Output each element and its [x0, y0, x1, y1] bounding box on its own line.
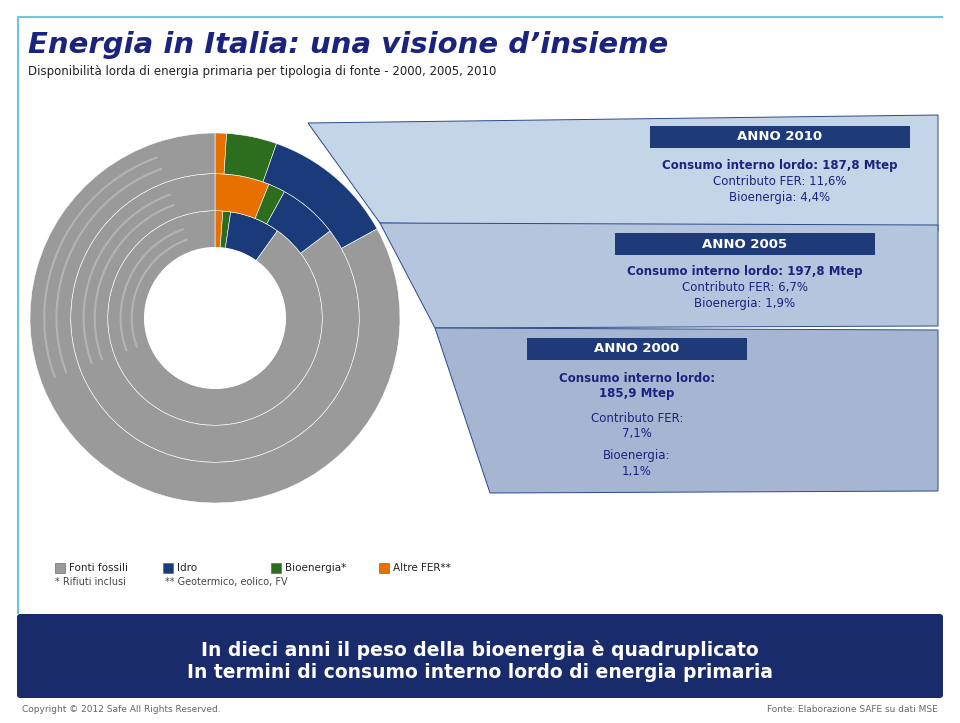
Text: 185,9 Mtep: 185,9 Mtep	[599, 388, 675, 401]
Bar	[615, 233, 875, 255]
Wedge shape	[226, 212, 277, 261]
Text: ANNO 2005: ANNO 2005	[703, 237, 787, 250]
Wedge shape	[30, 133, 400, 503]
Text: ANNO 2000: ANNO 2000	[594, 343, 680, 356]
Polygon shape	[435, 328, 938, 493]
Wedge shape	[71, 174, 359, 462]
Wedge shape	[224, 133, 276, 182]
Bar	[271, 563, 281, 573]
Wedge shape	[215, 210, 223, 248]
Wedge shape	[220, 211, 230, 249]
Text: Bioenergia*: Bioenergia*	[285, 563, 347, 573]
Bar	[650, 126, 910, 148]
Wedge shape	[108, 210, 323, 425]
Text: Fonte: Elaborazione SAFE su dati MSE: Fonte: Elaborazione SAFE su dati MSE	[767, 704, 938, 714]
Text: Consumo interno lordo: 197,8 Mtep: Consumo interno lordo: 197,8 Mtep	[627, 265, 863, 278]
Text: In termini di consumo interno lordo di energia primaria: In termini di consumo interno lordo di e…	[187, 664, 773, 683]
Text: Bioenergia: 4,4%: Bioenergia: 4,4%	[730, 190, 830, 203]
Text: Energia in Italia: una visione d’insieme: Energia in Italia: una visione d’insieme	[28, 31, 668, 59]
Wedge shape	[263, 144, 377, 249]
Wedge shape	[215, 133, 227, 174]
Text: ** Geotermico, eolico, FV: ** Geotermico, eolico, FV	[165, 577, 288, 587]
Bar	[163, 563, 173, 573]
Wedge shape	[255, 184, 284, 224]
Text: Contributo FER: 6,7%: Contributo FER: 6,7%	[682, 281, 808, 294]
Bar	[379, 563, 389, 573]
Text: * Rifiuti inclusi: * Rifiuti inclusi	[55, 577, 126, 587]
Bar	[527, 338, 747, 360]
Bar	[55, 563, 65, 573]
Circle shape	[145, 248, 285, 388]
Text: Bioenergia:: Bioenergia:	[603, 450, 671, 463]
Text: Copyright © 2012 Safe All Rights Reserved.: Copyright © 2012 Safe All Rights Reserve…	[22, 704, 221, 714]
Text: Idro: Idro	[177, 563, 197, 573]
Polygon shape	[380, 223, 938, 328]
Text: Altre FER**: Altre FER**	[393, 563, 451, 573]
Text: In dieci anni il peso della bioenergia è quadruplicato: In dieci anni il peso della bioenergia è…	[202, 640, 758, 660]
Text: Consumo interno lordo: 187,8 Mtep: Consumo interno lordo: 187,8 Mtep	[662, 158, 898, 171]
Wedge shape	[267, 192, 330, 253]
Text: 1,1%: 1,1%	[622, 466, 652, 479]
Text: Disponibilità lorda di energia primaria per tipologia di fonte - 2000, 2005, 201: Disponibilità lorda di energia primaria …	[28, 65, 496, 78]
Polygon shape	[308, 115, 938, 231]
Wedge shape	[215, 174, 269, 218]
Text: Bioenergia: 1,9%: Bioenergia: 1,9%	[694, 296, 796, 309]
Text: Consumo interno lordo:: Consumo interno lordo:	[559, 372, 715, 385]
Text: Contributo FER: 11,6%: Contributo FER: 11,6%	[713, 176, 847, 189]
Text: Contributo FER:: Contributo FER:	[590, 411, 684, 424]
Text: 7,1%: 7,1%	[622, 427, 652, 440]
FancyBboxPatch shape	[17, 614, 943, 698]
Text: Fonti fossili: Fonti fossili	[69, 563, 128, 573]
Text: ANNO 2010: ANNO 2010	[737, 130, 823, 143]
